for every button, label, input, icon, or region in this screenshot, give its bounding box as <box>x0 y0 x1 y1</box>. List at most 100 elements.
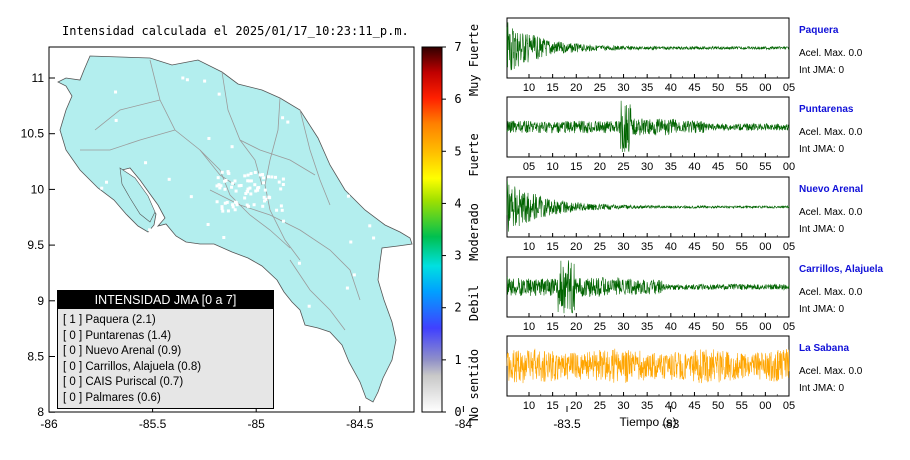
station-marker <box>233 200 237 204</box>
station-marker <box>274 175 278 179</box>
accel-max-label: Acel. Max. 0.0 <box>799 287 863 298</box>
colorbar-tick: 7 <box>454 40 461 54</box>
station-marker <box>185 78 189 82</box>
colorbar-category: Fuerte <box>467 133 481 176</box>
waveform-x-tick: 35 <box>665 161 677 173</box>
waveform-x-tick: 10 <box>523 82 535 94</box>
waveform-panel: 10 15 20 25 30 35 40 45 50 55 00 05 Tiempo (s) <box>506 335 795 429</box>
station-marker <box>349 240 353 244</box>
waveform-x-tick: 35 <box>641 321 653 333</box>
station-marker <box>253 170 257 174</box>
station-marker <box>248 186 252 190</box>
waveform-x-tick: 05 <box>523 161 535 173</box>
station-marker <box>262 195 266 199</box>
waveform-x-tick: 50 <box>712 241 724 253</box>
station-marker <box>221 209 225 213</box>
station-name: La Sabana <box>799 343 850 354</box>
station-marker <box>254 189 258 193</box>
jma-intensity-label: Int JMA: 0 <box>799 65 845 76</box>
station-marker <box>368 224 372 228</box>
station-marker <box>279 187 283 191</box>
colorbar-tick: 5 <box>454 144 461 158</box>
station-marker <box>207 136 211 140</box>
map-x-tick: -84.5 <box>346 417 374 431</box>
station-marker <box>270 175 274 179</box>
station-name: Puntarenas <box>799 104 854 115</box>
station-marker <box>372 236 376 240</box>
waveform-x-tick: 20 <box>570 82 582 94</box>
waveform-x-tick: 55 <box>736 82 748 94</box>
station-marker <box>262 181 266 185</box>
station-marker <box>281 116 285 120</box>
station-marker <box>263 188 267 192</box>
jma-intensity-label: Int JMA: 0 <box>799 144 845 155</box>
station-marker <box>223 187 227 191</box>
station-marker <box>217 92 221 96</box>
legend-item: [ 0 ] Nuevo Arenal (0.9) <box>63 345 182 357</box>
station-marker <box>189 195 193 199</box>
station-marker <box>226 209 230 213</box>
station-marker <box>275 208 279 212</box>
waveform-x-tick: 00 <box>759 241 771 253</box>
map-y-tick: 9 <box>37 294 44 308</box>
waveform-panel: 10 15 20 25 30 35 40 45 50 55 00 05 <box>506 256 795 333</box>
station-marker <box>267 195 271 199</box>
station-marker <box>220 170 224 174</box>
station-marker <box>318 344 322 348</box>
waveform-x-tick: 30 <box>617 400 629 412</box>
map-y-tick: 11 <box>32 71 45 85</box>
legend-item: [ 0 ] Puntarenas (1.4) <box>63 329 172 342</box>
waveform-x-tick: 25 <box>594 321 606 333</box>
waveform-x-tick: 40 <box>665 82 677 94</box>
map-x-tick: -86 <box>40 417 58 431</box>
legend-item: [ 0 ] Palmares (0.6) <box>63 391 161 404</box>
station-marker <box>249 192 253 196</box>
waveform-x-tick: 25 <box>594 241 606 253</box>
station-marker <box>233 208 237 212</box>
station-marker <box>167 177 171 181</box>
station-marker <box>277 180 281 184</box>
station-marker <box>235 203 239 207</box>
map-y-tick: 10 <box>31 182 45 196</box>
station-marker <box>351 101 355 105</box>
waveform-x-tick: 15 <box>547 82 559 94</box>
station-marker <box>249 172 253 176</box>
station-marker <box>286 120 290 124</box>
waveform-x-tick: 45 <box>712 161 724 173</box>
station-marker <box>100 186 104 190</box>
station-marker <box>230 145 234 149</box>
waveform-x-tick: 30 <box>617 241 629 253</box>
station-marker <box>280 208 284 212</box>
waveform-panels: 10 15 20 25 30 35 40 45 50 55 00 05 05 10 15 20 25 30 35 40… <box>506 17 795 429</box>
station-marker <box>223 201 227 205</box>
accel-max-label: Acel. Max. 0.0 <box>799 127 863 138</box>
station-marker <box>261 173 265 177</box>
waveform-x-tick: 40 <box>665 241 677 253</box>
station-marker <box>219 184 223 188</box>
colorbar-category: Moderado <box>467 203 481 261</box>
waveform-x-tick: 45 <box>688 241 700 253</box>
station-marker <box>203 79 207 83</box>
waveform-x-tick: 20 <box>570 241 582 253</box>
station-marker <box>274 318 278 322</box>
legend-item: [ 1 ] Paquera (2.1) <box>63 314 156 326</box>
map-x-tick: -83.5 <box>553 417 581 431</box>
station-marker <box>267 175 271 179</box>
station-marker <box>143 267 147 271</box>
waveform-x-tick: 10 <box>523 321 535 333</box>
waveform-x-tick: 35 <box>641 82 653 94</box>
station-marker <box>257 186 261 190</box>
waveform-x-tick: 00 <box>759 400 771 412</box>
colorbar-tick: 1 <box>454 353 461 367</box>
station-marker <box>252 203 256 207</box>
waveform-x-tick: 50 <box>712 400 724 412</box>
waveform-x-tick: 15 <box>547 321 559 333</box>
waveform-x-tick: 25 <box>617 161 629 173</box>
accel-max-label: Acel. Max. 0.0 <box>799 207 863 218</box>
waveform-x-tick: 40 <box>688 161 700 173</box>
waveform-x-tick: 30 <box>617 82 629 94</box>
waveform-x-tick: 00 <box>759 82 771 94</box>
waveform-x-tick: 05 <box>783 241 795 253</box>
waveform-x-tick: 35 <box>641 241 653 253</box>
